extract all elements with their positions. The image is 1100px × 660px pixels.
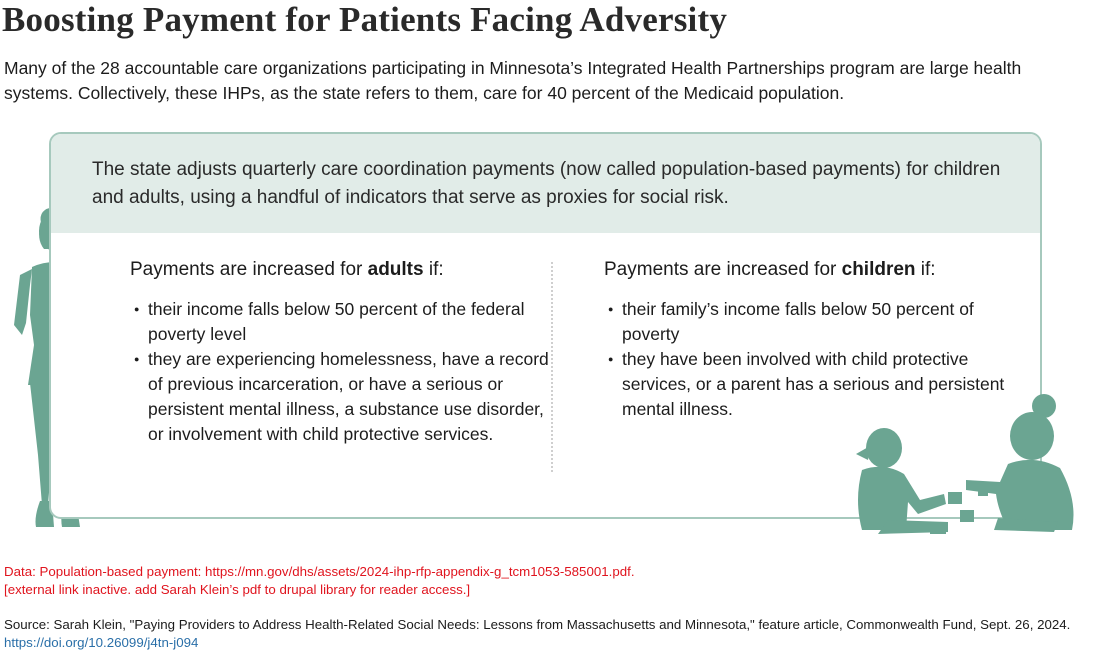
- children-emphasis: children: [841, 259, 916, 280]
- list-item: their income falls below 50 percent of t…: [130, 297, 550, 347]
- children-playing-illustration-icon: [856, 394, 1074, 534]
- column-divider: [551, 262, 553, 472]
- intro-paragraph: Many of the 28 accountable care organiza…: [4, 58, 1022, 103]
- page-title: Boosting Payment for Patients Facing Adv…: [2, 0, 728, 39]
- source-citation: Source: Sarah Klein, "Paying Providers t…: [4, 617, 1071, 650]
- children-heading: Payments are increased for children if:: [604, 259, 936, 280]
- adults-heading: Payments are increased for adults if:: [130, 259, 444, 280]
- data-note: Data: Population-based payment: https://…: [4, 563, 1004, 599]
- adults-emphasis: adults: [367, 259, 424, 280]
- adults-column: Payments are increased for adults if: th…: [130, 259, 550, 447]
- payment-info-box: The state adjusts quarterly care coordin…: [49, 132, 1042, 519]
- children-bullet-list: their family’s income falls below 50 per…: [604, 297, 1024, 422]
- box-header-text: The state adjusts quarterly care coordin…: [92, 159, 1001, 208]
- data-note-line: [external link inactive. add Sarah Klein…: [4, 582, 471, 597]
- doi-link[interactable]: https://doi.org/10.26099/j4tn-j094: [4, 635, 199, 650]
- list-item: they are experiencing homelessness, have…: [130, 347, 550, 447]
- box-header: The state adjusts quarterly care coordin…: [51, 134, 1040, 233]
- data-note-line: Data: Population-based payment: https://…: [4, 564, 635, 579]
- list-item: they have been involved with child prote…: [604, 347, 1024, 422]
- adults-bullet-list: their income falls below 50 percent of t…: [130, 297, 550, 447]
- list-item: their family’s income falls below 50 per…: [604, 297, 1024, 347]
- children-column: Payments are increased for children if: …: [604, 259, 1024, 422]
